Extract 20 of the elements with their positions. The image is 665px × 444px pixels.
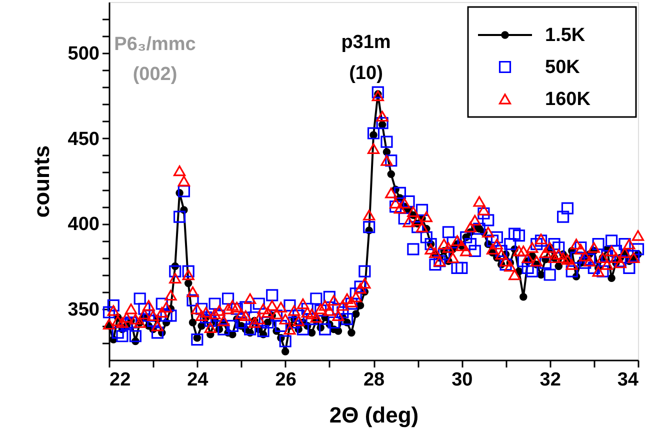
legend-label: 50K <box>545 57 580 78</box>
y-tick-label: 400 <box>68 214 100 236</box>
x-tick-label: 26 <box>275 370 296 390</box>
x-tick-label: 22 <box>110 370 131 390</box>
legend-label: 1.5K <box>545 25 586 46</box>
y-axis-title: counts <box>28 145 54 218</box>
x-tick-label: 34 <box>617 370 639 390</box>
x-tick-label: 32 <box>540 370 561 390</box>
y-tick-label: 350 <box>68 299 100 320</box>
y-tick-label: 450 <box>68 128 100 150</box>
x-tick-label: 28 <box>363 370 385 390</box>
annotation: P6₃/mmc <box>114 34 196 55</box>
annotation: p31m <box>341 32 391 53</box>
x-tick-label: 30 <box>452 370 473 390</box>
legend-label: 160K <box>545 89 591 110</box>
annotation: (002) <box>132 64 178 85</box>
x-tick-label: 24 <box>187 370 209 390</box>
annotation: (10) <box>349 63 383 84</box>
y-tick-label: 500 <box>68 44 100 65</box>
x-axis-title: 2Θ (deg) <box>329 402 419 428</box>
